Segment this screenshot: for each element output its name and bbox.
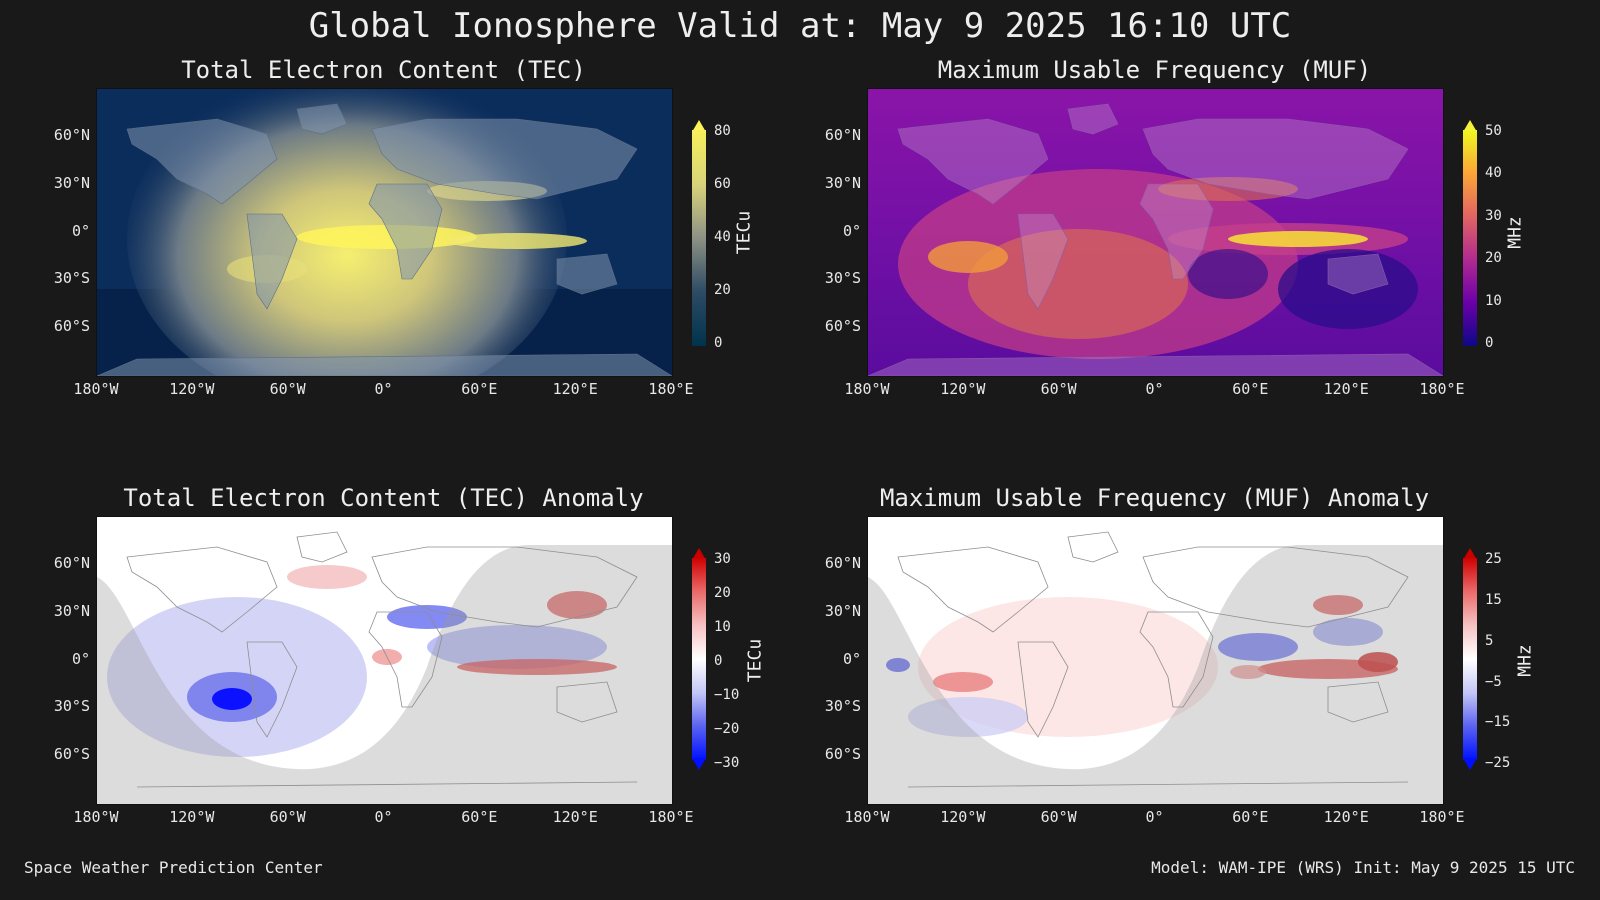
muf-cb-tick: 40 <box>1485 165 1502 181</box>
panel-title-tec-anomaly: Total Electron Content (TEC) Anomaly <box>123 484 644 512</box>
tec-cb-tick: 40 <box>714 229 731 245</box>
lon-tick-label: 120°W <box>169 380 215 398</box>
lon-tick-label: 120°W <box>940 380 986 398</box>
muf-anomaly-cb-tick: −25 <box>1485 755 1511 771</box>
lon-tick-label: 60°E <box>1232 808 1269 826</box>
tec-cb-tick: 20 <box>714 282 731 298</box>
muf-anomaly-map <box>867 516 1444 805</box>
muf-cb-tick: 30 <box>1485 208 1502 224</box>
tec-units-label: TECu <box>733 210 755 255</box>
lat-tick-label: 30°S <box>824 269 861 288</box>
muf-cb-tick: 20 <box>1485 250 1502 266</box>
lat-tick-label: 30°S <box>53 269 90 288</box>
lon-tick-label: 180°E <box>648 808 694 826</box>
lon-tick-label: 120°E <box>552 380 598 398</box>
lon-tick-label: 120°E <box>1323 380 1369 398</box>
muf-cb-tick: 10 <box>1485 293 1502 309</box>
lat-tick-label: 30°S <box>824 697 861 716</box>
lat-tick-label: 0° <box>842 649 861 668</box>
lat-tick-label: 30°S <box>53 697 90 716</box>
muf-cb-tick: 50 <box>1485 123 1502 139</box>
lon-tick-label: 180°W <box>73 380 119 398</box>
muf-anomaly-cb-tick: 5 <box>1485 633 1494 649</box>
lon-tick-label: 0° <box>1145 380 1164 398</box>
page-title: Global Ionosphere Valid at: May 9 2025 1… <box>308 6 1292 46</box>
muf-colorbar <box>1463 120 1477 346</box>
tec-cb-tick: 80 <box>714 123 731 139</box>
muf-anomaly-units-label: MHz <box>1514 644 1536 677</box>
tec-colorbar <box>692 120 706 346</box>
tec-anomaly-cb-tick: 30 <box>714 551 731 567</box>
footer-model: Model: WAM-IPE (WRS) Init: May 9 2025 15… <box>1151 858 1575 877</box>
lon-tick-label: 120°W <box>940 808 986 826</box>
lon-tick-label: 120°W <box>169 808 215 826</box>
muf-anomaly-cb-tick: 25 <box>1485 551 1502 567</box>
lat-tick-label: 0° <box>842 221 861 240</box>
lat-tick-label: 60°N <box>824 125 861 144</box>
lon-tick-label: 180°E <box>1419 380 1465 398</box>
lat-tick-label: 0° <box>71 649 90 668</box>
tec-anomaly-cb-tick: −10 <box>714 687 740 703</box>
lon-tick-label: 60°W <box>269 808 306 826</box>
tec-anomaly-cb-tick: −30 <box>714 755 740 771</box>
lon-tick-label: 60°E <box>461 380 498 398</box>
lon-tick-label: 120°E <box>1323 808 1369 826</box>
lat-tick-label: 60°N <box>53 125 90 144</box>
lon-tick-label: 60°E <box>1232 380 1269 398</box>
muf-anomaly-cb-tick: 15 <box>1485 592 1502 608</box>
panel-title-muf: Maximum Usable Frequency (MUF) <box>937 56 1372 84</box>
lat-tick-label: 60°N <box>53 553 90 572</box>
lon-tick-label: 180°W <box>844 380 890 398</box>
lon-tick-label: 60°W <box>269 380 306 398</box>
panel-title-tec: Total Electron Content (TEC) <box>181 56 586 84</box>
muf-anomaly-cb-tick: −15 <box>1485 714 1511 730</box>
lon-tick-label: 60°W <box>1040 380 1077 398</box>
lat-tick-label: 60°S <box>53 745 90 764</box>
lat-tick-label: 30°N <box>824 173 861 192</box>
muf-cb-tick: 0 <box>1485 335 1494 351</box>
lon-tick-label: 120°E <box>552 808 598 826</box>
lon-tick-label: 0° <box>374 380 393 398</box>
tec-map <box>96 88 673 377</box>
lat-tick-label: 30°N <box>53 601 90 620</box>
lon-tick-label: 60°E <box>461 808 498 826</box>
muf-map <box>867 88 1444 377</box>
lat-tick-label: 30°N <box>824 601 861 620</box>
lon-tick-label: 60°W <box>1040 808 1077 826</box>
tec-anomaly-cb-tick: 0 <box>714 653 723 669</box>
footer-org: Space Weather Prediction Center <box>24 858 323 877</box>
lat-tick-label: 60°N <box>824 553 861 572</box>
lat-tick-label: 0° <box>71 221 90 240</box>
lon-tick-label: 180°E <box>648 380 694 398</box>
tec-anomaly-units-label: TECu <box>744 638 766 683</box>
muf-anomaly-colorbar <box>1463 548 1477 770</box>
panel-title-muf-anomaly: Maximum Usable Frequency (MUF) Anomaly <box>879 484 1430 512</box>
lon-tick-label: 0° <box>374 808 393 826</box>
lat-tick-label: 60°S <box>53 317 90 336</box>
lon-tick-label: 0° <box>1145 808 1164 826</box>
muf-anomaly-cb-tick: −5 <box>1485 674 1502 690</box>
muf-units-label: MHz <box>1504 216 1526 249</box>
lat-tick-label: 30°N <box>53 173 90 192</box>
lon-tick-label: 180°W <box>844 808 890 826</box>
tec-anomaly-map <box>96 516 673 805</box>
lat-tick-label: 60°S <box>824 745 861 764</box>
tec-anomaly-cb-tick: 10 <box>714 619 731 635</box>
lon-tick-label: 180°E <box>1419 808 1465 826</box>
tec-anomaly-cb-tick: −20 <box>714 721 740 737</box>
lat-tick-label: 60°S <box>824 317 861 336</box>
tec-anomaly-cb-tick: 20 <box>714 585 731 601</box>
tec-cb-tick: 60 <box>714 176 731 192</box>
tec-anomaly-colorbar <box>692 548 706 770</box>
tec-cb-tick: 0 <box>714 335 723 351</box>
lon-tick-label: 180°W <box>73 808 119 826</box>
